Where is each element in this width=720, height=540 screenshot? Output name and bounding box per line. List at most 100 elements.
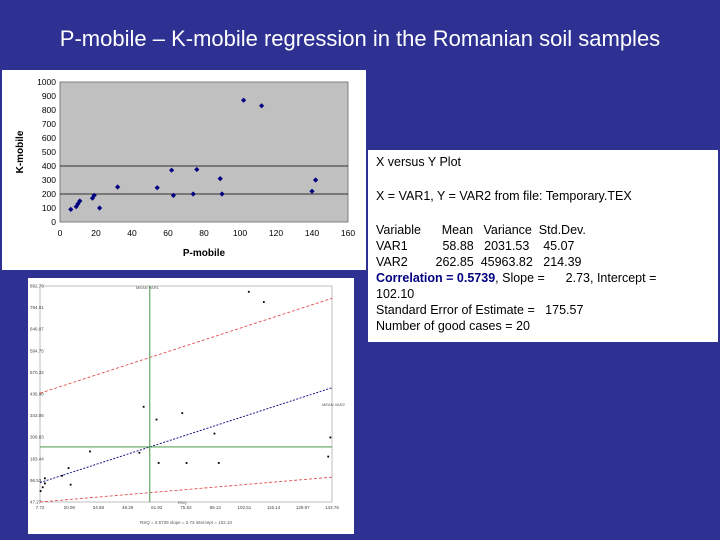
- y-tick-label: 96.53: [30, 478, 42, 483]
- y-tick-label: 200: [42, 189, 56, 199]
- regression-line: [39, 387, 333, 484]
- x-axis-label: P-mobile: [183, 248, 226, 259]
- bottom-regression-chart: 47.27 96.53 183.44 306.83 343.06 436.98 570.32…: [28, 278, 354, 534]
- data-point: [181, 412, 184, 415]
- data-point: [190, 191, 196, 197]
- data-point: [262, 301, 265, 303]
- y-tick-label: 800: [42, 105, 56, 115]
- data-point: [194, 166, 200, 173]
- data-point: [61, 474, 63, 477]
- data-point: [115, 184, 121, 190]
- stats-row-var2: VAR2 262.85 45963.82 214.39: [376, 255, 582, 269]
- x-tick-label: 160: [341, 228, 355, 238]
- data-point: [213, 432, 216, 435]
- data-point: [154, 185, 160, 191]
- data-point: [68, 206, 74, 212]
- data-point: [142, 405, 145, 408]
- data-point: [138, 451, 141, 454]
- stats-row-var1: VAR1 58.88 2031.53 45.07: [376, 239, 575, 253]
- x-tick-label: 89.13: [210, 505, 222, 510]
- x-tick-label: 116.14: [267, 505, 281, 510]
- data-point: [69, 483, 72, 486]
- stats-source: X = VAR1, Y = VAR2 from file: Temporary.…: [376, 189, 632, 203]
- top-scatter-svg: 0 100 200 300 400 500 600 700 800 900 1000 0 20 40 60…: [15, 77, 355, 259]
- correlation-value: Correlation = 0.5739: [376, 271, 496, 285]
- data-point: [91, 192, 97, 198]
- y-tick-label: 600: [42, 133, 56, 143]
- regression-footer: RSQ = 0.5739 slope = 2.73 intercept = 10…: [140, 520, 232, 525]
- data-point: [157, 462, 160, 464]
- y-axis-label: K-mobile: [15, 130, 26, 173]
- y-tick-label: 594.75: [30, 348, 44, 353]
- stats-heading: X versus Y Plot: [376, 155, 461, 169]
- data-point: [169, 167, 175, 173]
- y-tick-label: 700: [42, 119, 56, 129]
- data-point: [185, 462, 188, 464]
- y-tick-label: 47.27: [30, 500, 42, 505]
- plot-area: [59, 81, 349, 223]
- y-tick-label: 183.44: [30, 456, 44, 461]
- y-tick-label: 343.06: [30, 413, 44, 418]
- data-point: [241, 97, 247, 103]
- x-tick-label: 140: [305, 228, 319, 238]
- data-point: [39, 490, 42, 492]
- x-tick-label: 61.92: [151, 505, 163, 510]
- y-tick-label: 436.98: [30, 392, 44, 397]
- stats-good-cases: Number of good cases = 20: [376, 319, 530, 333]
- y-tick-label: 784.01: [30, 305, 44, 310]
- y-tick-label: 892.73: [30, 284, 44, 289]
- data-point: [89, 450, 91, 453]
- data-point: [41, 486, 44, 489]
- upper-confidence-band: [39, 297, 333, 394]
- data-point: [75, 201, 81, 207]
- data-point: [170, 192, 176, 198]
- y-tick-label: 646.07: [30, 327, 44, 332]
- annotation-rsq: RSQ: [178, 500, 187, 505]
- y-tick-label: 400: [42, 161, 56, 171]
- data-point: [219, 191, 225, 197]
- x-tick-label: 48.29: [122, 505, 134, 510]
- data-point: [309, 188, 315, 194]
- regression-stats-box: X versus Y Plot X = VAR1, Y = VAR2 from …: [368, 150, 718, 342]
- data-point: [155, 418, 158, 421]
- x-tick-label: 20.08: [64, 505, 76, 510]
- data-point: [247, 290, 250, 293]
- x-tick-label: 7.72: [36, 505, 45, 510]
- data-point: [43, 477, 46, 480]
- stats-table-header: Variable Mean Variance Std.Dev.: [376, 223, 586, 237]
- y-tick-label: 0: [51, 217, 56, 227]
- plot-frame: [39, 285, 333, 503]
- stats-standard-error: Standard Error of Estimate = 175.57: [376, 303, 584, 317]
- data-point: [217, 176, 223, 182]
- data-point: [327, 455, 330, 458]
- x-tick-label: 100: [233, 228, 247, 238]
- data-point: [67, 467, 70, 469]
- slope-intercept-text: , Slope = 2.73, Intercept =: [495, 271, 657, 285]
- y-tick-label: 570.32: [30, 370, 44, 375]
- lower-confidence-band: [39, 476, 333, 503]
- x-tick-label: 20: [91, 228, 101, 238]
- stats-correlation-line: Correlation = 0.5739, Slope = 2.73, Inte…: [376, 270, 656, 287]
- y-tick-label: 300: [42, 175, 56, 185]
- y-tick-label: 306.83: [30, 435, 44, 440]
- x-tick-label: 129.97: [296, 505, 310, 510]
- data-point: [259, 103, 265, 109]
- y-tick-label: 900: [42, 91, 56, 101]
- data-point: [329, 436, 332, 439]
- y-tick-label: 100: [42, 203, 56, 213]
- x-tick-label: 60: [163, 228, 173, 238]
- data-point: [217, 462, 220, 464]
- data-point: [77, 198, 83, 204]
- x-tick-label: 80: [199, 228, 209, 238]
- y-tick-label: 500: [42, 147, 56, 157]
- x-tick-label: 75.52: [180, 505, 192, 510]
- x-tick-label: 143.76: [325, 505, 339, 510]
- top-scatter-chart: 0 100 200 300 400 500 600 700 800 900 1000 0 20 40 60…: [2, 70, 366, 270]
- x-tick-label: 0: [58, 228, 63, 238]
- bottom-regression-svg: 47.27 96.53 183.44 306.83 343.06 436.98 570.32…: [30, 284, 346, 526]
- y-tick-label: 1000: [37, 77, 56, 87]
- data-point: [313, 177, 319, 183]
- data-point: [97, 205, 103, 211]
- annotation-mean-var2: MEAN VAR2: [322, 402, 346, 407]
- data-point: [43, 482, 46, 485]
